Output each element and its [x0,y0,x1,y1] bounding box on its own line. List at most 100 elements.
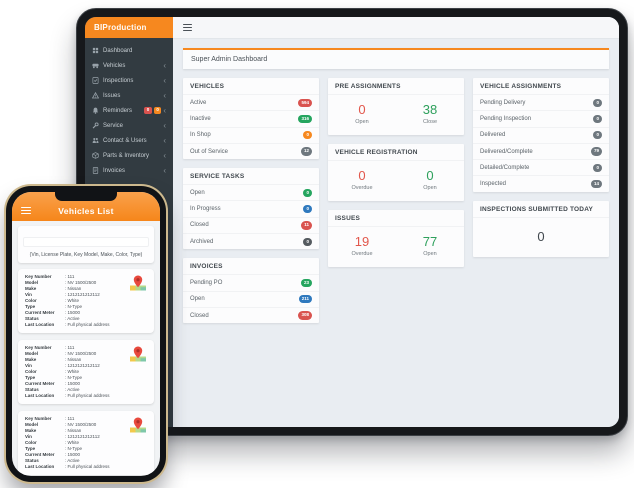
panel-row-inspected[interactable]: Inspected 14 [473,175,609,191]
sidebar-item-extras: ‹ [163,135,166,145]
sidebar-item-label: Vehicles [103,62,126,69]
panel-row-delivered[interactable]: Delivered 0 [473,126,609,143]
brand-prefix: BI [94,23,103,32]
field-value: : N-Type [65,375,83,380]
row-label: In Progress [190,206,221,213]
panel-grid: VEHICLES Active 594 Inactive 316 In Shop… [183,78,609,324]
panel-invoices: INVOICES Pending PO 23 Open 211 Closed 3… [183,258,319,324]
chevron-left-icon: ‹ [163,120,166,130]
sidebar-item-service[interactable]: Service ‹ [85,118,173,133]
metric-close: 38 Close [396,103,464,125]
chevron-left-icon: ‹ [163,165,166,175]
card-field-model: Model : NV 1500/2500 [25,422,147,428]
chevron-left-icon: ‹ [163,105,166,115]
panel-row-archived[interactable]: Archived 0 [183,233,319,249]
panel-row-open[interactable]: Open 211 [183,290,319,307]
dashboard-icon [92,47,99,54]
card-field-status: Status : Active [25,316,147,322]
metric-label: Open [355,119,369,125]
panel-vehicle-registration: VEHICLE REGISTRATION 0 Overdue 0 Open [328,144,464,201]
field-value: : Nissan [65,357,82,362]
panel-title: VEHICLE REGISTRATION [335,149,418,156]
count-badge: 0 [303,188,312,197]
panel-row-inactive[interactable]: Inactive 316 [183,110,319,126]
vehicle-list-item[interactable]: Key Number : 111 Model : NV 1500/2500 Ma… [18,411,154,475]
notification-badge: 0 [153,107,162,114]
field-value: : Active [65,316,80,321]
metric-value: 0 [358,102,366,117]
sidebar-item-vehicles[interactable]: Vehicles ‹ [85,58,173,73]
field-label: Make [25,428,37,433]
field-label: Status [25,458,39,463]
dashboard-content: Super Admin Dashboard VEHICLES Active 59… [173,39,619,427]
field-value: : 111 [65,345,75,350]
inspections-count: 0 [473,216,609,257]
panel-row-out-of-service[interactable]: Out of Service 12 [183,142,319,159]
sidebar-item-parts-inventory[interactable]: Parts & Inventory ‹ [85,148,173,163]
sidebar-item-invoices[interactable]: Invoices ‹ [85,163,173,178]
sidebar-item-extras: ‹ [163,76,166,84]
row-label: In Shop [190,132,211,139]
metric-value: 0 [358,168,366,183]
panel-row-pending-inspection[interactable]: Pending Inspection 0 [473,110,609,126]
vehicle-list-item[interactable]: Key Number : 111 Model : NV 1500/2500 Ma… [18,269,154,333]
inspections-icon [92,77,99,84]
card-field-type: Type : N-Type [25,304,147,310]
metric-value: 19 [354,234,370,249]
panel-row-active[interactable]: Active 594 [183,94,319,110]
sidebar-item-inspections[interactable]: Inspections ‹ [85,73,173,88]
chevron-left-icon: ‹ [163,135,166,145]
sidebar-item-extras: ‹ [163,61,166,69]
field-value: : 111 [65,274,75,279]
sidebar-item-reminders[interactable]: Reminders 0 0 ‹ [85,103,173,118]
vehicle-search-input[interactable] [23,237,149,247]
sidebar-item-extras: ‹ [163,165,166,175]
field-value: : 1212121212112 [65,434,100,439]
field-value: : 15000 [65,452,81,457]
field-label: Last Location [25,393,55,398]
card-field-model: Model : NV 1500/2500 [25,280,147,286]
field-value: : Active [65,387,80,392]
panel-row-detailed-complete[interactable]: Detailed/Complete 0 [473,159,609,175]
issues-icon [92,92,99,99]
panel-row-pending-po[interactable]: Pending PO 23 [183,274,319,290]
count-badge: 211 [298,295,312,304]
card-field-status: Status : Active [25,387,147,393]
card-field-make: Make : Nissan [25,357,147,363]
field-label: Status [25,316,39,321]
field-label: Model [25,280,38,285]
location-pin-icon [130,275,146,291]
metric-label: Open [423,185,437,191]
count-badge: 23 [300,278,312,288]
panel-row-closed[interactable]: Closed 11 [183,216,319,233]
panel-row-in-shop[interactable]: In Shop 0 [183,126,319,143]
panel-vehicles: VEHICLES Active 594 Inactive 316 In Shop… [183,78,319,160]
card-field-type: Type : N-Type [25,375,147,381]
count-badge: 14 [590,179,602,189]
panel-row-delivered-complete[interactable]: Delivered/Complete 79 [473,142,609,159]
card-field-key-number: Key Number : 111 [25,345,147,351]
panel-row-open[interactable]: Open 0 [183,184,319,200]
tablet-device: BI Production Dashboard Vehicles ‹ Inspec… [76,8,628,436]
sidebar-item-issues[interactable]: Issues ‹ [85,88,173,103]
phone-menu-icon[interactable] [21,206,31,214]
panel-row-in-progress[interactable]: In Progress 0 [183,200,319,216]
field-label: Last Location [25,322,55,327]
panel-row-pending-delivery[interactable]: Pending Delivery 0 [473,94,609,110]
dashboard-main: Super Admin Dashboard VEHICLES Active 59… [173,17,619,427]
field-label: Color [25,369,37,374]
metric-label: Overdue [351,251,373,257]
parts-icon [92,152,99,159]
menu-toggle-icon[interactable] [183,24,192,31]
vehicle-list-item[interactable]: Key Number : 111 Model : NV 1500/2500 Ma… [18,340,154,404]
card-field-model: Model : NV 1500/2500 [25,351,147,357]
sidebar-item-dashboard[interactable]: Dashboard [85,43,173,58]
sidebar-item-label: Parts & Inventory [103,152,150,159]
card-field-make: Make : Nissan [25,428,147,434]
metric-open: 0 Open [396,169,464,191]
card-field-current-meter: Current Meter : 15000 [25,310,147,316]
panel-row-closed[interactable]: Closed 308 [183,306,319,323]
sidebar-item-contact-users[interactable]: Contact & Users ‹ [85,133,173,148]
card-field-current-meter: Current Meter : 15000 [25,381,147,387]
